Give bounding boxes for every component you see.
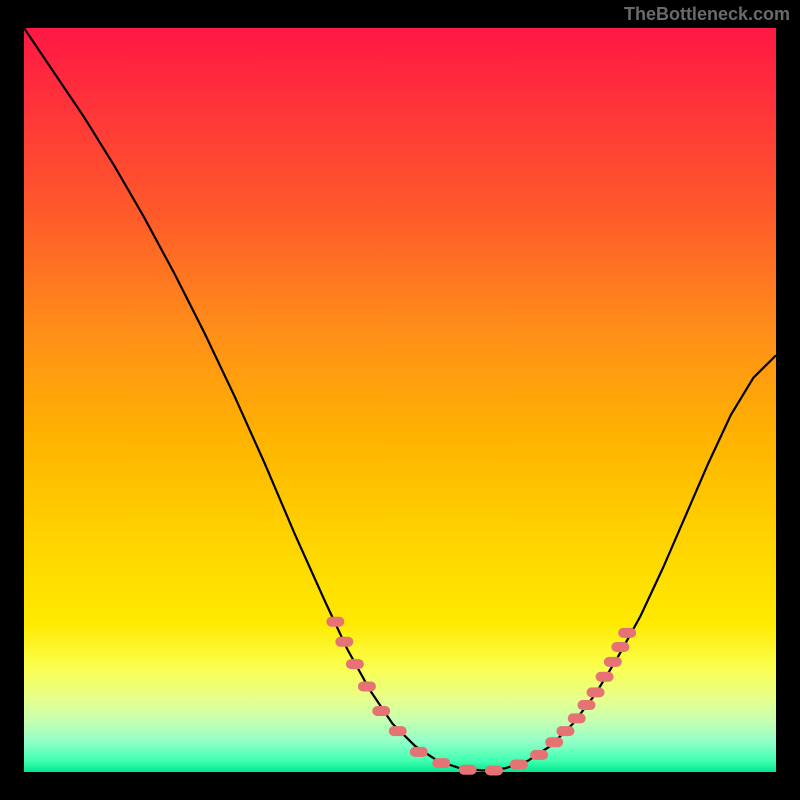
- marker-dot: [335, 637, 353, 647]
- marker-dot: [326, 617, 344, 627]
- plot-background: [24, 28, 776, 772]
- marker-dot: [410, 747, 428, 757]
- marker-dot: [346, 659, 364, 669]
- marker-dot: [510, 760, 528, 770]
- marker-dot: [604, 657, 622, 667]
- marker-dot: [389, 726, 407, 736]
- marker-dot: [432, 758, 450, 768]
- marker-dot: [372, 706, 390, 716]
- watermark-label: TheBottleneck.com: [624, 4, 790, 25]
- marker-dot: [611, 642, 629, 652]
- marker-dot: [596, 672, 614, 682]
- chart-container: TheBottleneck.com: [0, 0, 800, 800]
- marker-dot: [358, 681, 376, 691]
- marker-dot: [530, 750, 548, 760]
- marker-dot: [459, 765, 477, 775]
- chart-svg: [0, 0, 800, 800]
- marker-dot: [485, 766, 503, 776]
- marker-dot: [556, 726, 574, 736]
- marker-dot: [578, 700, 596, 710]
- marker-dot: [568, 713, 586, 723]
- marker-dot: [545, 737, 563, 747]
- marker-dot: [618, 628, 636, 638]
- marker-dot: [587, 687, 605, 697]
